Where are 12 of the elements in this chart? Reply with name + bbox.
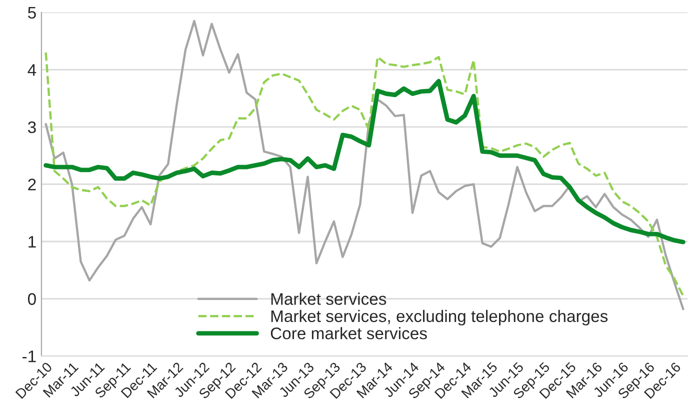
line-series	[44, 78, 686, 244]
y-tick-label: 1	[28, 236, 36, 248]
legend-label: Market services, excluding telephone charges	[271, 310, 608, 326]
y-tick-label: 3	[28, 121, 36, 134]
y-tick-label: -1	[22, 350, 36, 362]
y-tick-label: 0	[28, 293, 36, 305]
y-tick-label: 2	[28, 178, 36, 190]
y-tick-label: 4	[28, 64, 36, 76]
legend-label: Market services	[271, 292, 386, 305]
legend-label: Core market services	[270, 327, 427, 340]
line-series	[44, 20, 684, 310]
y-tick-label: 5	[28, 6, 36, 19]
